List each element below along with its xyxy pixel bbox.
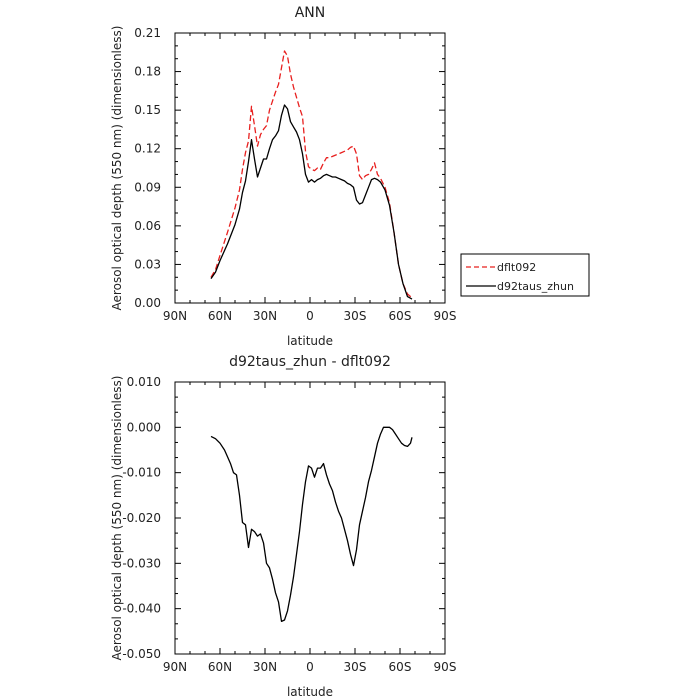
- x-tick-label: 30N: [253, 309, 277, 323]
- y-tick-label: 0.09: [134, 180, 161, 194]
- x-tick-label: 0: [306, 309, 314, 323]
- y-tick-label: -0.040: [122, 602, 161, 616]
- x-tick-label: 60N: [208, 660, 232, 674]
- y-tick-label: 0.03: [134, 257, 161, 271]
- y-tick-label: -0.020: [122, 511, 161, 525]
- y-tick-label: -0.010: [122, 466, 161, 480]
- x-tick-label: 0: [306, 660, 314, 674]
- y-tick-label: 0.000: [127, 420, 161, 434]
- x-tick-label: 30N: [253, 660, 277, 674]
- y-tick-label: 0.21: [134, 26, 161, 40]
- chart-top: ANN 90N 60N 30N 0 30S 60S 90S 0.00 0.03 0.06 0.09 0.…: [110, 5, 590, 348]
- x-tick-label: 30S: [344, 660, 367, 674]
- y-tick-label: 0.12: [134, 142, 161, 156]
- legend: dflt092 d92taus_zhun: [460, 253, 590, 297]
- x-tick-label: 30S: [344, 309, 367, 323]
- y-tick-label: -0.050: [122, 647, 161, 661]
- y-tick-label: 0.010: [127, 375, 161, 389]
- chart-bottom: d92taus_zhun - dflt092 90N 60N 30N 0 30S 60S 90…: [110, 354, 456, 699]
- y-tick-label: 0.06: [134, 219, 161, 233]
- chart-title: d92taus_zhun - dflt092: [229, 354, 391, 370]
- x-tick-label: 60S: [389, 660, 412, 674]
- y-tick-label: 0.18: [134, 65, 161, 79]
- x-tick-label: 60N: [208, 309, 232, 323]
- y-axis-label: Aerosol optical depth (550 nm) (dimensio…: [110, 376, 124, 661]
- y-axis-label: Aerosol optical depth (550 nm) (dimensio…: [110, 26, 124, 311]
- y-tick-label: 0.00: [134, 296, 161, 310]
- legend-label: dflt092: [497, 261, 536, 274]
- series-line-dflt092: [210, 50, 413, 299]
- x-tick-label: 90S: [434, 660, 457, 674]
- y-tick-label: 0.15: [134, 103, 161, 117]
- x-tick-label: 90S: [434, 309, 457, 323]
- legend-label: d92taus_zhun: [497, 280, 574, 293]
- series-line-d92taus_zhun: [210, 104, 413, 300]
- x-axis-label: latitude: [287, 334, 333, 348]
- legend-box: [460, 253, 590, 297]
- x-tick-label: 90N: [163, 660, 187, 674]
- chart-title: ANN: [295, 5, 326, 21]
- x-tick-label: 60S: [389, 309, 412, 323]
- plot-frame: [174, 381, 446, 655]
- x-axis-label: latitude: [287, 685, 333, 699]
- x-tick-label: 90N: [163, 309, 187, 323]
- series-line-series-0: [210, 426, 413, 623]
- y-tick-label: -0.030: [122, 556, 161, 570]
